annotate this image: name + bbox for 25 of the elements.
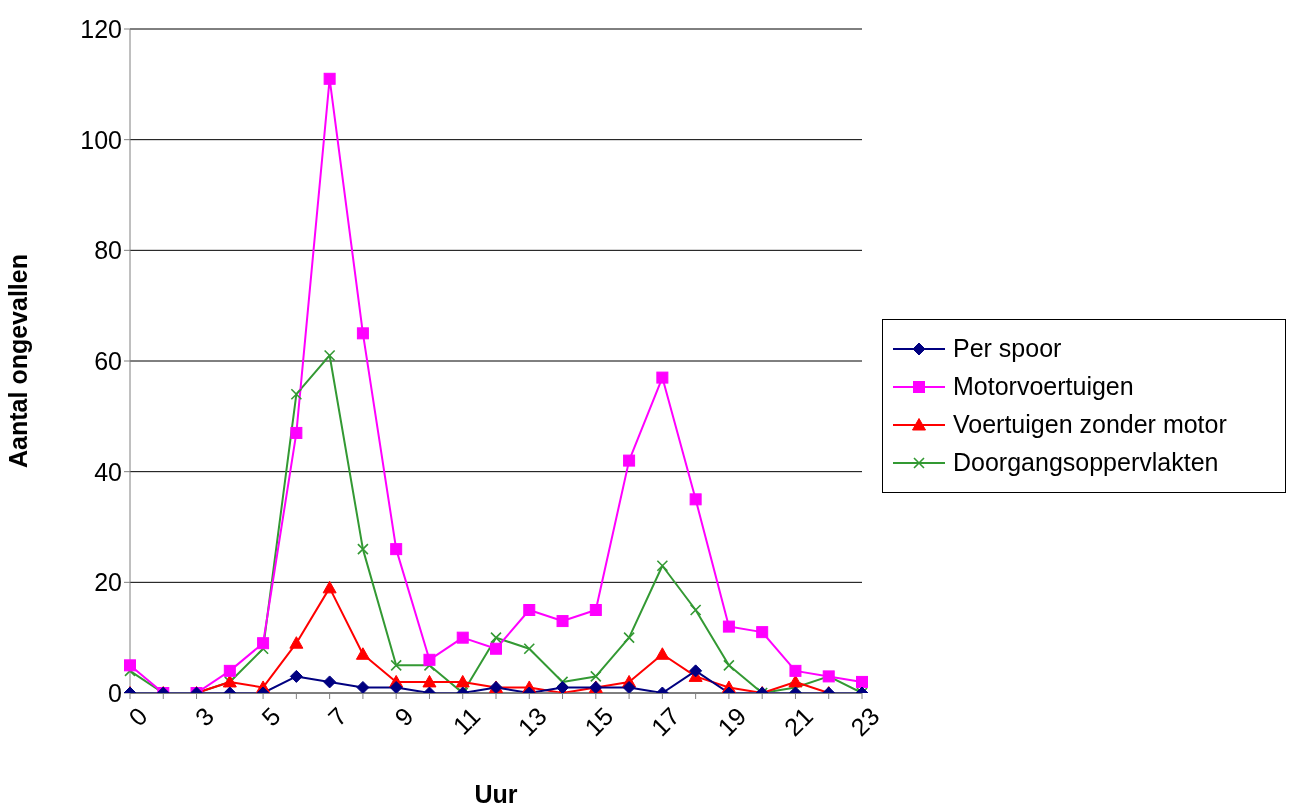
legend-label: Doorgangsoppervlakten xyxy=(953,448,1219,477)
y-tick-label: 80 xyxy=(94,236,122,265)
legend-label: Motorvoertuigen xyxy=(953,372,1134,401)
y-tick-label: 100 xyxy=(80,125,122,154)
x-tick-label: 9 xyxy=(389,701,419,732)
x-tick-label: 15 xyxy=(578,701,619,742)
legend-label: Per spoor xyxy=(953,334,1062,363)
x-tick-label: 23 xyxy=(845,701,885,742)
y-tick-label: 120 xyxy=(80,14,122,43)
y-axis-title: Aantal ongevallen xyxy=(3,254,32,468)
y-tick-label: 0 xyxy=(108,678,122,707)
legend-label: Voertuigen zonder motor xyxy=(953,410,1227,439)
x-tick-label: 5 xyxy=(256,701,286,732)
y-tick-label: 60 xyxy=(94,346,122,375)
x-axis-title: Uur xyxy=(474,780,518,808)
x-tick-label: 3 xyxy=(189,701,220,732)
x-tick-label: 0 xyxy=(122,701,153,732)
y-tick-label: 40 xyxy=(94,457,122,486)
x-tick-label: 21 xyxy=(778,701,819,742)
y-tick-label: 20 xyxy=(94,568,122,597)
x-tick-label: 7 xyxy=(322,701,353,732)
x-tick-label: 11 xyxy=(447,701,486,740)
x-tick-label: 13 xyxy=(512,701,552,742)
x-tick-label: 19 xyxy=(711,701,752,742)
x-tick-label: 17 xyxy=(645,701,685,742)
